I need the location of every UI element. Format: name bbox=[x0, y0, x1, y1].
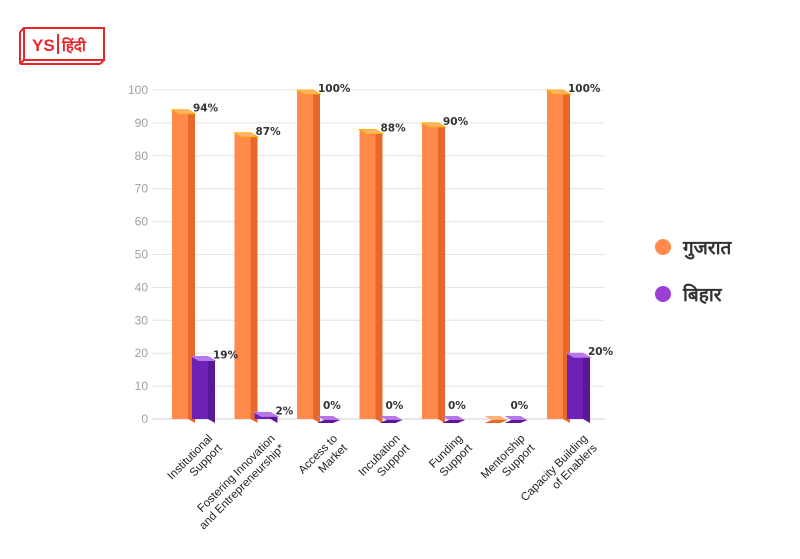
bar-gujarat-6 bbox=[545, 89, 572, 423]
value-label: 20% bbox=[588, 346, 614, 358]
legend-item-bihar: बिहार bbox=[655, 281, 722, 307]
bars bbox=[170, 89, 592, 424]
legend-swatch-bihar bbox=[655, 286, 671, 302]
value-label: 100% bbox=[318, 83, 351, 95]
value-label: 0% bbox=[323, 400, 341, 412]
bar-gujarat-5 bbox=[484, 416, 508, 423]
y-tick-label: 60 bbox=[135, 215, 149, 229]
value-label: 87% bbox=[256, 126, 282, 138]
legend-label-gujarat: गुजरात bbox=[683, 237, 732, 259]
value-labels: 94% 19% 87% 2% 100% 0% 88% 0% 90% 0% 0% 100% 20% bbox=[193, 83, 614, 417]
y-tick-label: 90 bbox=[135, 116, 149, 130]
legend-item-gujarat: गुजरात bbox=[655, 234, 731, 260]
value-label: 0% bbox=[511, 400, 529, 412]
value-label: 0% bbox=[448, 400, 466, 412]
value-label: 2% bbox=[276, 405, 294, 417]
value-label: 94% bbox=[193, 103, 219, 115]
yourstory-hindi-logo: YS हिंदी bbox=[19, 27, 105, 65]
y-tick-label: 40 bbox=[135, 280, 149, 294]
bar-bihar-3 bbox=[379, 416, 403, 423]
y-tick-label: 80 bbox=[135, 149, 149, 163]
y-tick-label: 70 bbox=[135, 182, 149, 196]
value-label: 88% bbox=[381, 122, 407, 134]
y-tick-label: 10 bbox=[135, 379, 149, 393]
value-label: 0% bbox=[386, 400, 404, 412]
legend-swatch-gujarat bbox=[655, 239, 671, 255]
bar-gujarat-4 bbox=[420, 122, 447, 424]
y-tick-label: 100 bbox=[128, 83, 148, 97]
value-label: 100% bbox=[568, 83, 601, 95]
bar-bihar-2 bbox=[317, 416, 340, 423]
logo-text-latin: YS bbox=[32, 36, 55, 55]
bar-gujarat-1 bbox=[232, 132, 260, 423]
bar-bihar-5 bbox=[504, 416, 528, 423]
bar-bihar-0 bbox=[190, 355, 217, 423]
legend-label-bihar: बिहार bbox=[683, 284, 722, 306]
y-tick-label: 30 bbox=[135, 313, 149, 327]
y-tick-label: 0 bbox=[141, 412, 148, 426]
bar-gujarat-2 bbox=[295, 89, 322, 423]
bar-bihar-4 bbox=[442, 416, 465, 423]
bar-gujarat-3 bbox=[357, 128, 385, 424]
bar-bihar-1 bbox=[252, 411, 280, 423]
y-tick-label: 20 bbox=[135, 346, 149, 360]
logo-text-hindi: हिंदी bbox=[61, 37, 87, 55]
y-axis-ticks: 0 10 20 30 40 50 60 70 80 90 100 bbox=[128, 83, 148, 426]
bar-gujarat-0 bbox=[170, 109, 197, 424]
y-tick-label: 50 bbox=[135, 248, 149, 262]
value-label: 90% bbox=[443, 116, 469, 128]
value-label: 19% bbox=[213, 349, 239, 361]
bar-bihar-6 bbox=[565, 352, 592, 423]
